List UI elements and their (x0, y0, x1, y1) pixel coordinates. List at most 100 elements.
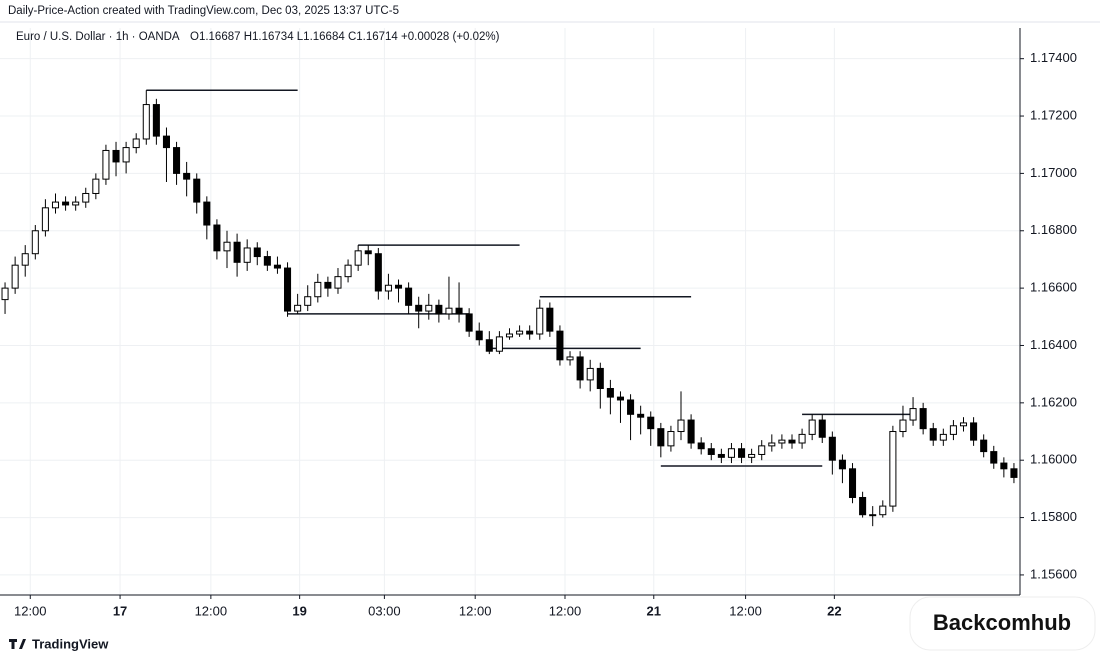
candle-body (324, 281, 332, 289)
candle-body (475, 330, 483, 341)
candle-body (627, 399, 635, 415)
y-tick-label: 1.16400 (1030, 337, 1077, 352)
brand: TradingView (32, 636, 109, 651)
candle-body (657, 428, 665, 447)
candle-body (707, 448, 715, 455)
candle-body (556, 330, 564, 361)
candle-body (818, 419, 826, 438)
candle-body (667, 431, 675, 447)
candle-body (677, 419, 685, 433)
candle-body (223, 241, 231, 252)
candle-body (919, 408, 927, 430)
candle-body (213, 224, 221, 252)
grid (0, 28, 1020, 595)
candle-body (949, 425, 957, 435)
candle-body (364, 250, 372, 255)
candle-body (808, 419, 816, 435)
candle-body (485, 339, 493, 352)
y-tick-label: 1.16800 (1030, 222, 1077, 237)
symbol: Euro / U.S. Dollar · 1h · OANDA (16, 31, 180, 43)
candle-body (889, 431, 897, 507)
candle-body (959, 422, 968, 427)
candle-body (738, 448, 746, 458)
badge-box (909, 596, 1096, 651)
candle-body (697, 442, 705, 450)
candle-body (284, 267, 292, 312)
candle-body (1010, 468, 1018, 478)
candle-body (233, 241, 241, 263)
candle-body (394, 284, 403, 289)
x-tick-label: 19 (292, 603, 306, 618)
candle-body (334, 276, 342, 289)
candle-body (142, 104, 150, 140)
tradingview-logo: TradingView (9, 636, 109, 651)
candle-body (546, 307, 554, 332)
y-tick-label: 1.16000 (1030, 452, 1077, 467)
candle-body (82, 192, 90, 203)
candle-body (112, 149, 120, 163)
candle-body (405, 287, 413, 306)
candle-body (51, 201, 60, 209)
y-tick-label: 1.17200 (1030, 107, 1077, 122)
candle-body (828, 436, 836, 461)
candle-body (838, 459, 846, 470)
candle-body (495, 336, 503, 352)
candle-body (869, 514, 877, 517)
candle-body (455, 307, 463, 315)
candle-body (505, 333, 514, 338)
axes: 1.17400 1.17200 1.17000 1.16800 1.16600 1.164… (14, 50, 1077, 618)
candle-body (263, 256, 271, 266)
candle-body (193, 178, 201, 203)
candle-body (768, 442, 776, 447)
x-tick-label: 12:00 (195, 603, 228, 618)
candle-body (798, 433, 806, 444)
candle-body (1000, 462, 1008, 470)
candle-body (72, 201, 80, 206)
candle-body (687, 419, 695, 444)
candle-body (717, 453, 725, 458)
candle-body (516, 330, 524, 335)
candle-body (435, 304, 443, 315)
candle-body (11, 264, 19, 289)
levels (146, 89, 914, 467)
candle-body (132, 138, 140, 149)
candle-body (253, 247, 261, 258)
candle-body (183, 172, 191, 180)
candle-body (727, 448, 735, 458)
candle-body (294, 304, 302, 312)
candle-body (586, 367, 594, 381)
candle-body (173, 147, 181, 174)
candle-body (203, 201, 211, 226)
candle-body (616, 396, 625, 401)
candle-body (848, 468, 857, 498)
candle-body (909, 408, 917, 421)
x-tick-label: 03:00 (368, 603, 401, 618)
candle-body (384, 284, 392, 292)
y-tick-label: 1.16200 (1030, 394, 1077, 409)
candle-body (748, 453, 756, 458)
ohlc-summary: O1.16687 H1.16734 L1.16684 C1.16714 +0.0… (190, 31, 500, 43)
candle-body (990, 451, 998, 464)
candle-body (778, 439, 786, 444)
candle-body (970, 422, 978, 441)
y-tick-label: 1.15600 (1030, 566, 1077, 581)
y-tick-label: 1.17400 (1030, 50, 1077, 65)
candle-body (899, 419, 907, 433)
candle-body (243, 247, 251, 263)
candle-body (304, 296, 312, 306)
candle-body (273, 264, 281, 269)
candle-body (92, 178, 100, 194)
candle-body (152, 104, 160, 137)
candle-body (647, 416, 655, 430)
candle-body (344, 264, 352, 278)
candle-body (526, 330, 534, 335)
candle-body (314, 281, 322, 298)
header-title: Daily-Price-Action created with TradingV… (8, 5, 399, 17)
candle-body (637, 413, 645, 418)
candle-body (879, 505, 887, 516)
candle-body (566, 356, 574, 361)
candle-body (788, 439, 796, 444)
candles (1, 90, 1018, 527)
y-tick-label: 1.16600 (1030, 280, 1077, 295)
